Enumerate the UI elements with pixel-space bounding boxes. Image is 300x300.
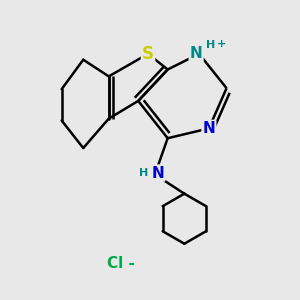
Text: N: N: [202, 121, 215, 136]
Text: +: +: [217, 39, 226, 49]
Text: H: H: [206, 40, 215, 50]
Text: S: S: [142, 45, 154, 63]
Text: N: N: [152, 166, 164, 181]
Text: H: H: [139, 168, 148, 178]
Text: N: N: [190, 46, 203, 61]
Text: Cl -: Cl -: [106, 256, 134, 271]
